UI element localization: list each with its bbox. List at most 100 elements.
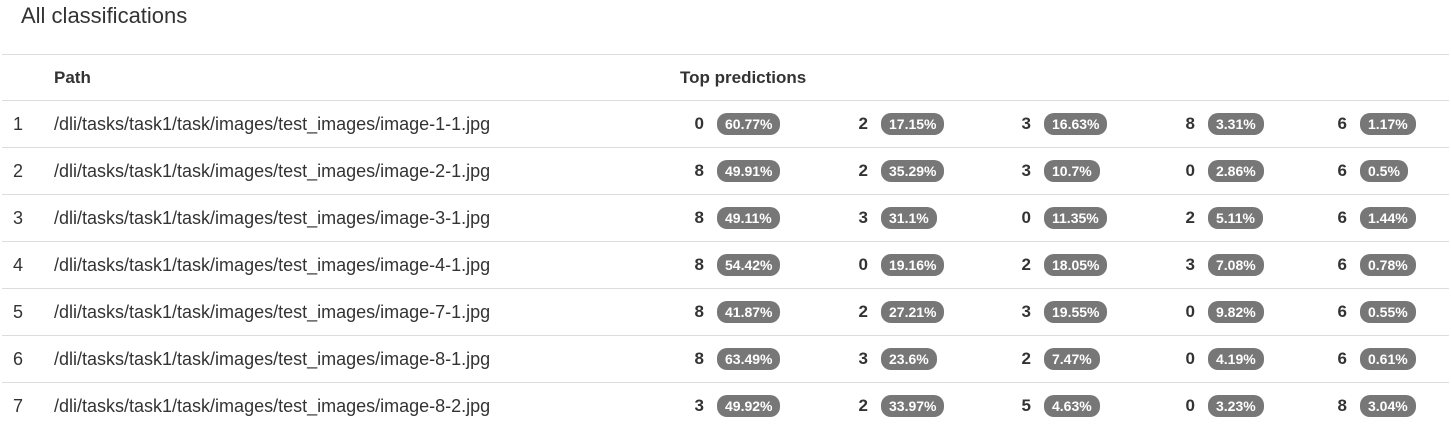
prediction-class: 0: [1021, 208, 1031, 227]
prediction: 2 27.21%: [838, 289, 945, 335]
row-path: /dli/tasks/task1/task/images/test_images…: [54, 254, 491, 275]
prediction-class: 3: [1185, 255, 1195, 274]
prediction: 6 1.44%: [1317, 195, 1416, 241]
prediction-badge: 19.55%: [1044, 301, 1108, 323]
prediction: 0 11.35%: [1001, 195, 1107, 241]
prediction-badge: 2.86%: [1208, 160, 1264, 182]
row-index: 3: [13, 207, 24, 228]
prediction-class: 6: [1337, 302, 1347, 321]
row-index: 4: [13, 254, 24, 275]
table-row: 2 /dli/tasks/task1/task/images/test_imag…: [2, 148, 1449, 195]
prediction-class: 2: [858, 161, 868, 180]
prediction: 8 3.04%: [1317, 383, 1416, 429]
row-path: /dli/tasks/task1/task/images/test_images…: [54, 113, 491, 134]
prediction-class: 6: [1337, 255, 1347, 274]
prediction-badge: 49.11%: [717, 207, 780, 229]
header-top-predictions[interactable]: Top predictions: [680, 67, 807, 87]
prediction-class: 0: [1185, 161, 1195, 180]
prediction-class: 0: [694, 114, 704, 133]
prediction: 8 49.91%: [674, 148, 781, 194]
prediction-class: 2: [858, 114, 868, 133]
prediction-class: 6: [1337, 114, 1347, 133]
prediction-badge: 63.49%: [717, 348, 781, 370]
table-row: 5 /dli/tasks/task1/task/images/test_imag…: [2, 289, 1449, 336]
prediction-badge: 0.55%: [1360, 301, 1416, 323]
prediction-class: 0: [1185, 396, 1195, 415]
prediction: 6 0.5%: [1317, 148, 1408, 194]
prediction-badge: 0.78%: [1360, 254, 1416, 276]
row-path: /dli/tasks/task1/task/images/test_images…: [54, 207, 491, 228]
prediction-class: 3: [1021, 161, 1031, 180]
prediction-class: 6: [1337, 349, 1347, 368]
row-path: /dli/tasks/task1/task/images/test_images…: [54, 160, 491, 181]
prediction-badge: 17.15%: [881, 113, 945, 135]
prediction-badge: 1.44%: [1360, 207, 1416, 229]
prediction-badge: 1.17%: [1360, 113, 1416, 135]
prediction-class: 3: [1021, 302, 1031, 321]
prediction: 2 7.47%: [1001, 336, 1100, 382]
prediction-badge: 3.31%: [1208, 113, 1264, 135]
prediction-class: 8: [1337, 396, 1347, 415]
prediction: 3 10.7%: [1001, 148, 1100, 194]
prediction-class: 8: [694, 302, 704, 321]
prediction-badge: 16.63%: [1044, 113, 1108, 135]
prediction-class: 8: [694, 255, 704, 274]
prediction-badge: 31.1%: [881, 207, 937, 229]
prediction-badge: 27.21%: [881, 301, 945, 323]
prediction-badge: 3.04%: [1360, 395, 1416, 417]
prediction-class: 0: [1185, 349, 1195, 368]
prediction: 2 18.05%: [1001, 242, 1108, 288]
prediction-class: 3: [858, 349, 868, 368]
prediction: 6 0.61%: [1317, 336, 1416, 382]
prediction: 8 49.11%: [674, 195, 780, 241]
row-index: 2: [13, 160, 24, 181]
prediction: 3 49.92%: [674, 383, 781, 429]
row-path: /dli/tasks/task1/task/images/test_images…: [54, 301, 491, 322]
prediction: 3 23.6%: [838, 336, 937, 382]
prediction-badge: 0.61%: [1360, 348, 1416, 370]
prediction: 0 2.86%: [1165, 148, 1264, 194]
prediction-class: 2: [858, 396, 868, 415]
prediction-badge: 49.91%: [717, 160, 781, 182]
prediction-badge: 5.11%: [1208, 207, 1263, 229]
prediction: 2 5.11%: [1165, 195, 1263, 241]
prediction: 2 35.29%: [838, 148, 945, 194]
prediction-badge: 35.29%: [881, 160, 945, 182]
row-index: 1: [13, 113, 24, 134]
prediction: 5 4.63%: [1001, 383, 1100, 429]
header-path[interactable]: Path: [54, 67, 91, 87]
prediction: 0 60.77%: [674, 101, 781, 147]
prediction-badge: 3.23%: [1208, 395, 1264, 417]
prediction-badge: 33.97%: [881, 395, 945, 417]
row-index: 7: [13, 395, 24, 416]
prediction-badge: 18.05%: [1044, 254, 1108, 276]
prediction-class: 8: [694, 349, 704, 368]
prediction: 8 41.87%: [674, 289, 781, 335]
prediction: 6 1.17%: [1317, 101, 1416, 147]
prediction-class: 3: [1021, 114, 1031, 133]
table-row: 3 /dli/tasks/task1/task/images/test_imag…: [2, 195, 1449, 242]
prediction: 8 54.42%: [674, 242, 781, 288]
prediction-class: 6: [1337, 161, 1347, 180]
prediction: 0 4.19%: [1165, 336, 1264, 382]
classifications-table: Path Top predictions 1 /dli/tasks/task1/…: [2, 54, 1449, 429]
prediction-badge: 19.16%: [881, 254, 945, 276]
prediction-class: 8: [694, 208, 704, 227]
prediction: 8 63.49%: [674, 336, 781, 382]
prediction-class: 8: [1185, 114, 1195, 133]
prediction-class: 3: [858, 208, 868, 227]
row-index: 5: [13, 301, 24, 322]
prediction-class: 2: [858, 302, 868, 321]
prediction: 0 3.23%: [1165, 383, 1264, 429]
table-row: 1 /dli/tasks/task1/task/images/test_imag…: [2, 101, 1449, 148]
prediction-class: 6: [1337, 208, 1347, 227]
prediction-badge: 9.82%: [1208, 301, 1264, 323]
table-row: 7 /dli/tasks/task1/task/images/test_imag…: [2, 383, 1449, 429]
prediction-badge: 4.63%: [1044, 395, 1100, 417]
prediction-badge: 23.6%: [881, 348, 937, 370]
prediction: 2 33.97%: [838, 383, 945, 429]
prediction: 2 17.15%: [838, 101, 945, 147]
prediction: 8 3.31%: [1165, 101, 1264, 147]
page-title: All classifications: [21, 3, 188, 28]
row-index: 6: [13, 348, 24, 369]
